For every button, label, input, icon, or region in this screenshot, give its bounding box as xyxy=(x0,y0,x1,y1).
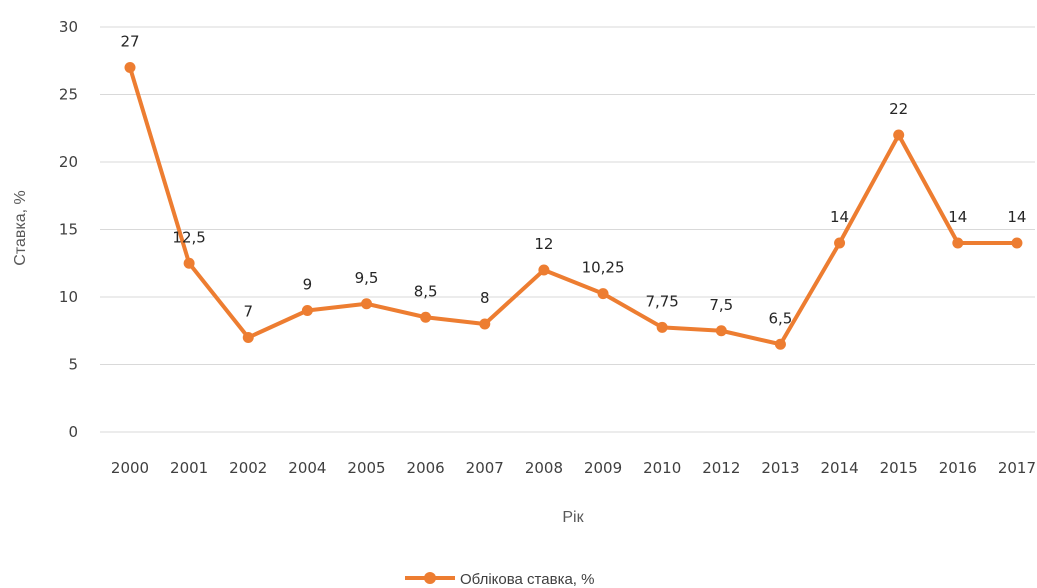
series-line xyxy=(128,66,1017,347)
data-point xyxy=(183,257,195,269)
data-label: 6,5 xyxy=(769,309,793,327)
y-tick-label: 20 xyxy=(59,153,78,171)
x-tick-label: 2007 xyxy=(466,459,504,477)
data-point xyxy=(538,264,550,276)
y-axis-title: Ставка, % xyxy=(12,190,29,265)
data-point xyxy=(597,288,609,300)
data-labels: 27 12,5 7 9 9,5 8,5 8 12 10,25 7,75 7,5 6,5 14 22 14 14 xyxy=(120,33,1026,328)
data-point xyxy=(124,62,136,73)
x-tick-label: 2006 xyxy=(407,459,445,477)
data-point xyxy=(834,237,846,249)
data-label: 7 xyxy=(243,303,253,321)
y-axis-ticks: 0 5 10 15 20 25 30 xyxy=(59,18,78,441)
data-label: 7,75 xyxy=(645,292,678,310)
data-label: 9 xyxy=(303,276,313,294)
data-label: 9,5 xyxy=(355,269,379,287)
x-tick-label: 2012 xyxy=(702,459,740,477)
x-tick-label: 2015 xyxy=(880,459,918,477)
y-tick-label: 0 xyxy=(68,423,78,441)
x-axis-title: Рік xyxy=(562,509,584,526)
data-point xyxy=(656,321,668,333)
data-label: 14 xyxy=(948,208,967,226)
data-label: 10,25 xyxy=(582,259,625,277)
data-label: 7,5 xyxy=(709,296,733,314)
legend-marker-icon xyxy=(424,572,436,584)
data-label: 14 xyxy=(830,208,849,226)
data-label: 8,5 xyxy=(414,282,438,300)
legend: Облікова ставка, % xyxy=(405,571,594,588)
x-tick-label: 2013 xyxy=(761,459,799,477)
y-tick-label: 30 xyxy=(59,18,78,36)
data-point xyxy=(242,332,254,343)
data-point xyxy=(301,305,313,316)
data-label: 8 xyxy=(480,289,490,307)
x-tick-label: 2005 xyxy=(347,459,385,477)
data-label: 12 xyxy=(534,235,553,253)
data-point xyxy=(952,237,964,249)
data-point xyxy=(479,318,491,330)
data-label: 12,5 xyxy=(172,228,205,246)
gridlines xyxy=(100,26,1035,433)
x-tick-label: 2000 xyxy=(111,459,149,477)
x-tick-label: 2010 xyxy=(643,459,681,477)
y-tick-label: 5 xyxy=(68,356,78,374)
data-point xyxy=(1011,237,1023,249)
x-tick-label: 2001 xyxy=(170,459,208,477)
x-tick-label: 2009 xyxy=(584,459,622,477)
data-label: 27 xyxy=(120,33,139,51)
x-tick-label: 2014 xyxy=(820,459,858,477)
x-tick-label: 2017 xyxy=(998,459,1036,477)
x-tick-label: 2004 xyxy=(288,459,326,477)
x-tick-label: 2002 xyxy=(229,459,267,477)
x-axis-ticks: 2000 2001 2002 2004 2005 2006 2007 2008 2009 2010… xyxy=(111,459,1036,477)
y-tick-label: 10 xyxy=(59,288,78,306)
x-tick-label: 2008 xyxy=(525,459,563,477)
data-point xyxy=(893,129,905,141)
series-line-layer xyxy=(128,66,1017,347)
data-point xyxy=(361,298,373,310)
data-point xyxy=(420,311,432,323)
series-points xyxy=(124,62,1023,350)
x-tick-label: 2016 xyxy=(939,459,977,477)
data-label: 14 xyxy=(1007,208,1026,226)
data-label: 22 xyxy=(889,100,908,118)
y-tick-label: 25 xyxy=(59,86,78,104)
legend-label: Облікова ставка, % xyxy=(460,571,594,588)
y-tick-label: 15 xyxy=(59,221,78,239)
data-point xyxy=(715,325,727,337)
data-point xyxy=(774,338,786,350)
